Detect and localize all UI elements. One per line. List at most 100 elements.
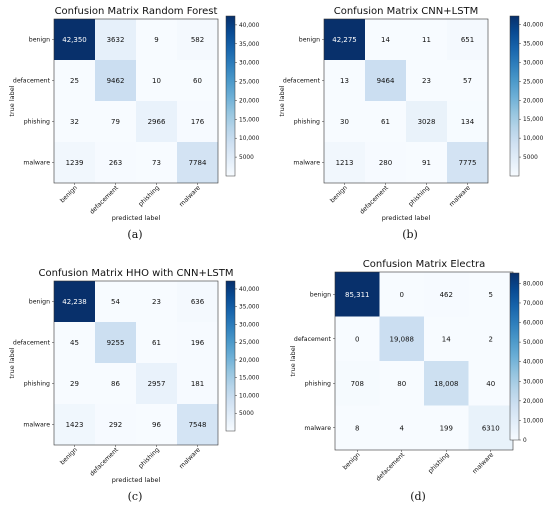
cell-value-label: 3632 bbox=[107, 36, 125, 44]
x-tick-label: benign bbox=[59, 184, 79, 204]
x-tick-label: benign bbox=[342, 451, 362, 471]
heatmap-cell bbox=[136, 101, 177, 142]
y-tick-label: defacement bbox=[294, 336, 332, 343]
cell-value-label: 25 bbox=[70, 77, 79, 85]
cell-value-label: 14 bbox=[381, 36, 390, 44]
colorbar-tick-label: 10,000 bbox=[239, 393, 260, 399]
heatmap-cell bbox=[136, 281, 177, 322]
colorbar bbox=[509, 272, 520, 441]
cell-value-label: 708 bbox=[351, 380, 364, 388]
cell-value-label: 11 bbox=[422, 36, 431, 44]
cell-value-label: 18,008 bbox=[434, 380, 459, 388]
cell-value-label: 79 bbox=[111, 118, 120, 126]
cell-value-label: 7784 bbox=[189, 159, 207, 167]
heatmap-cell bbox=[54, 101, 95, 142]
colorbar-tick-label: 5000 bbox=[523, 155, 538, 161]
colorbar-tick-label: 30,000 bbox=[239, 322, 260, 328]
cell-value-label: 60 bbox=[193, 77, 202, 85]
heatmap-cell bbox=[177, 322, 218, 363]
heatmap-cell bbox=[335, 316, 380, 361]
x-tick-label: malware bbox=[448, 184, 472, 208]
heatmap-cell bbox=[95, 19, 136, 60]
heatmap-cell bbox=[335, 361, 380, 406]
plot-frame bbox=[53, 18, 219, 184]
y-tick-label: benign bbox=[29, 299, 50, 306]
confusion-matrix-panel: Confusion Matrix CNN+LSTM 42,275 14 11 651 13… bbox=[278, 6, 544, 241]
heatmap-cell bbox=[136, 19, 177, 60]
subfigure-caption: (b) bbox=[402, 228, 418, 241]
heatmap-cell bbox=[365, 101, 406, 142]
colorbar-tick-label: 35,000 bbox=[239, 42, 260, 48]
colorbar-tick-label: 20,000 bbox=[239, 98, 260, 104]
heatmap-cell bbox=[177, 60, 218, 101]
colorbar-tick-label: 15,000 bbox=[239, 117, 260, 123]
heatmap-cell bbox=[406, 101, 447, 142]
cell-value-label: 651 bbox=[461, 36, 474, 44]
cell-value-label: 96 bbox=[152, 421, 161, 429]
cell-value-label: 582 bbox=[191, 36, 204, 44]
cell-value-label: 7548 bbox=[189, 421, 207, 429]
cell-value-label: 4 bbox=[400, 424, 405, 432]
cell-value-label: 7775 bbox=[459, 159, 477, 167]
heatmap-cell bbox=[95, 60, 136, 101]
heatmap-cell bbox=[95, 322, 136, 363]
heatmap-cell bbox=[177, 404, 218, 445]
heatmap-cell bbox=[424, 361, 469, 406]
x-tick-label: defacement bbox=[375, 451, 407, 483]
heatmap-cell bbox=[95, 281, 136, 322]
colorbar-tick-label: 10,000 bbox=[523, 418, 544, 424]
x-tick-label: benign bbox=[329, 184, 349, 204]
cell-value-label: 0 bbox=[400, 291, 404, 299]
cell-value-label: 263 bbox=[109, 159, 122, 167]
heatmap-cell bbox=[468, 316, 513, 361]
heatmap-cell bbox=[406, 142, 447, 183]
heatmap-cell bbox=[177, 101, 218, 142]
heatmap-cell bbox=[468, 361, 513, 406]
y-tick-label: malware bbox=[23, 422, 50, 429]
heatmap-cell bbox=[54, 19, 95, 60]
chart-title: Confusion Matrix CNN+LSTM bbox=[334, 6, 479, 17]
colorbar-tick-label: 40,000 bbox=[523, 360, 544, 366]
colorbar-tick-label: 10,000 bbox=[523, 136, 544, 142]
y-tick-label: phishing bbox=[294, 119, 320, 126]
colorbar-tick-label: 50,000 bbox=[523, 340, 544, 346]
heatmap-cell bbox=[54, 142, 95, 183]
confusion-matrix-panel: Confusion Matrix HHO with CNN+LSTM 42,238… bbox=[8, 268, 260, 503]
heatmap-cell bbox=[335, 272, 380, 317]
heatmap-cell bbox=[365, 60, 406, 101]
colorbar-tick-label: 10,000 bbox=[239, 136, 260, 142]
cell-value-label: 86 bbox=[111, 380, 120, 388]
confusion-matrix-panel: Confusion Matrix Electra 85,311 0 462 5 0 19,0… bbox=[289, 259, 544, 503]
heatmap-cell bbox=[365, 19, 406, 60]
x-tick-label: benign bbox=[59, 446, 79, 466]
cell-value-label: 29 bbox=[70, 380, 79, 388]
heatmap-cell bbox=[177, 363, 218, 404]
heatmap-cell bbox=[379, 405, 424, 450]
heatmap-cell bbox=[324, 19, 365, 60]
y-tick-label: benign bbox=[299, 37, 320, 44]
cell-value-label: 8 bbox=[355, 424, 359, 432]
cell-value-label: 9255 bbox=[107, 339, 125, 347]
heatmap-cell bbox=[95, 363, 136, 404]
colorbar-tick-label: 0 bbox=[523, 438, 527, 444]
cell-value-label: 57 bbox=[463, 77, 472, 85]
cell-value-label: 13 bbox=[340, 77, 349, 85]
cell-value-label: 1423 bbox=[66, 421, 84, 429]
cell-value-label: 10 bbox=[152, 77, 161, 85]
colorbar bbox=[225, 280, 236, 432]
colorbar-tick-label: 70,000 bbox=[523, 301, 544, 307]
chart-title: Confusion Matrix Random Forest bbox=[55, 6, 218, 17]
y-axis-label: true label bbox=[8, 347, 16, 378]
cell-value-label: 2 bbox=[489, 335, 493, 343]
cell-value-label: 462 bbox=[440, 291, 453, 299]
heatmap-cell bbox=[379, 361, 424, 406]
colorbar-tick-label: 40,000 bbox=[239, 23, 260, 29]
heatmap-cell bbox=[324, 101, 365, 142]
cell-value-label: 73 bbox=[152, 159, 161, 167]
subfigure-caption: (c) bbox=[128, 490, 143, 503]
plot-frame bbox=[323, 18, 489, 184]
heatmap-cell bbox=[136, 142, 177, 183]
cell-value-label: 45 bbox=[70, 339, 79, 347]
colorbar-tick-label: 30,000 bbox=[523, 60, 544, 66]
y-tick-label: defacement bbox=[13, 78, 51, 85]
